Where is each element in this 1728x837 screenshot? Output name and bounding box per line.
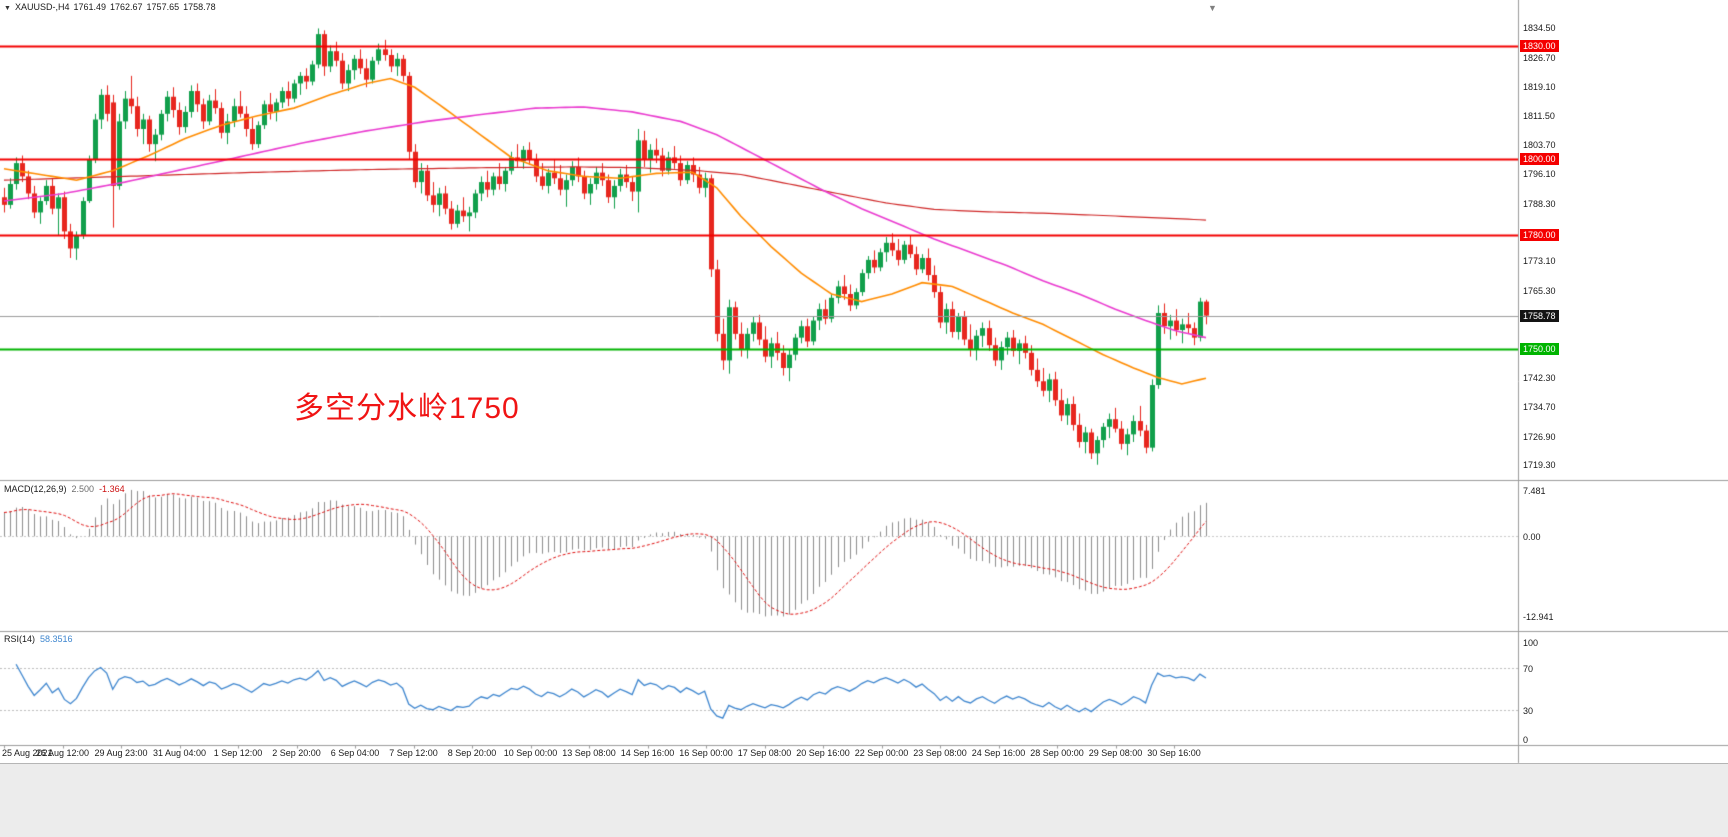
macd-tick-label: -12.941 xyxy=(1523,612,1554,623)
price-tick-label: 1803.70 xyxy=(1523,140,1556,151)
time-axis-label: 24 Sep 16:00 xyxy=(971,748,1026,758)
time-axis-label: 17 Sep 08:00 xyxy=(737,748,792,758)
price-tick-label: 1826.70 xyxy=(1523,53,1556,64)
time-axis-label: 8 Sep 20:00 xyxy=(447,748,497,758)
rsi-value: 58.3516 xyxy=(40,634,73,644)
hline-price-tag: 1800.00 xyxy=(1520,153,1559,166)
time-axis-label: 31 Aug 04:00 xyxy=(152,748,207,758)
time-axis-label: 29 Aug 23:00 xyxy=(94,748,148,758)
hline-price-tag: 1750.00 xyxy=(1520,343,1559,356)
chart-title: ▼ XAUUSD-,H4 1761.49 1762.67 1757.65 1758.78 xyxy=(4,2,220,12)
ohlc-open: 1761.49 xyxy=(73,2,106,12)
chart-dropdown-icon: ▼ xyxy=(4,5,11,12)
price-axis[interactable]: 1834.50 1826.70 1819.10 1811.50 1803.70 1796.… xyxy=(1519,0,1728,763)
rsi-tick-label: 0 xyxy=(1523,735,1529,745)
ohlc-low: 1757.65 xyxy=(146,2,180,12)
hline-price-tag: 1830.00 xyxy=(1520,39,1559,52)
macd-tick-label: 7.481 xyxy=(1523,485,1546,496)
ohlc-high: 1762.67 xyxy=(110,2,143,12)
time-axis-label: 16 Sep 00:00 xyxy=(679,748,733,758)
time-axis-label: 30 Sep 16:00 xyxy=(1147,748,1201,758)
macd-indicator-title: MACD(12,26,9) 2.500 -1.364 xyxy=(4,484,130,494)
price-tick-label: 1765.30 xyxy=(1523,285,1556,296)
ohlc-close: 1758.78 xyxy=(183,2,216,12)
macd-tick-label: 0.00 xyxy=(1523,532,1541,543)
price-tick-label: 1788.30 xyxy=(1523,198,1556,209)
chart-text-annotation[interactable]: 多空分水岭1750 xyxy=(294,392,520,425)
price-tick-label: 1734.70 xyxy=(1523,402,1556,413)
time-axis-label: 13 Sep 08:00 xyxy=(562,748,616,758)
price-tick-label: 1719.30 xyxy=(1523,460,1556,471)
price-tick-label: 1811.50 xyxy=(1523,110,1555,121)
chart-shift-marker-icon: ▼ xyxy=(1208,3,1217,13)
time-axis-label: 14 Sep 16:00 xyxy=(620,748,675,758)
window-bottom-area xyxy=(0,763,1728,837)
price-tick-label: 1796.10 xyxy=(1523,169,1556,180)
macd-main-value: 2.500 xyxy=(71,484,95,494)
chart-symbol-period: XAUUSD-,H4 xyxy=(14,2,70,12)
time-axis-label: 2 Sep 20:00 xyxy=(272,748,321,758)
time-axis-label: 20 Sep 16:00 xyxy=(796,748,850,758)
hline-price-tag: 1780.00 xyxy=(1520,229,1559,242)
price-tick-label: 1819.10 xyxy=(1523,81,1556,92)
rsi-indicator-title: RSI(14) 58.3516 xyxy=(4,634,78,644)
time-axis-label: 28 Sep 00:00 xyxy=(1030,748,1084,758)
time-axis-label: 23 Sep 08:00 xyxy=(913,748,967,758)
current-price-tag: 1758.78 xyxy=(1520,309,1559,322)
time-axis-label: 26 Aug 12:00 xyxy=(35,748,90,758)
price-tick-label: 1773.10 xyxy=(1523,256,1556,267)
rsi-tick-label: 100 xyxy=(1523,638,1539,648)
rsi-label: RSI(14) xyxy=(4,634,36,644)
price-tick-label: 1726.90 xyxy=(1523,431,1556,442)
price-tick-label: 1834.50 xyxy=(1523,23,1556,34)
price-tick-label: 1742.30 xyxy=(1523,373,1556,384)
time-axis-label: 6 Sep 04:00 xyxy=(330,748,380,758)
time-axis-label: 29 Sep 08:00 xyxy=(1088,748,1143,758)
time-axis-label: 22 Sep 00:00 xyxy=(854,748,909,758)
time-axis[interactable]: 25 Aug 2021 26 Aug 12:00 29 Aug 23:00 31 Au… xyxy=(0,746,1518,762)
macd-signal-value: -1.364 xyxy=(99,484,125,494)
time-axis-label: 10 Sep 00:00 xyxy=(503,748,558,758)
macd-label: MACD(12,26,9) xyxy=(4,484,67,494)
rsi-tick-label: 70 xyxy=(1523,663,1534,674)
rsi-tick-label: 30 xyxy=(1523,706,1534,717)
time-axis-label: 1 Sep 12:00 xyxy=(213,748,263,758)
time-axis-label: 7 Sep 12:00 xyxy=(389,748,438,758)
time-axis-label: 25 Aug 2021 xyxy=(2,748,53,758)
